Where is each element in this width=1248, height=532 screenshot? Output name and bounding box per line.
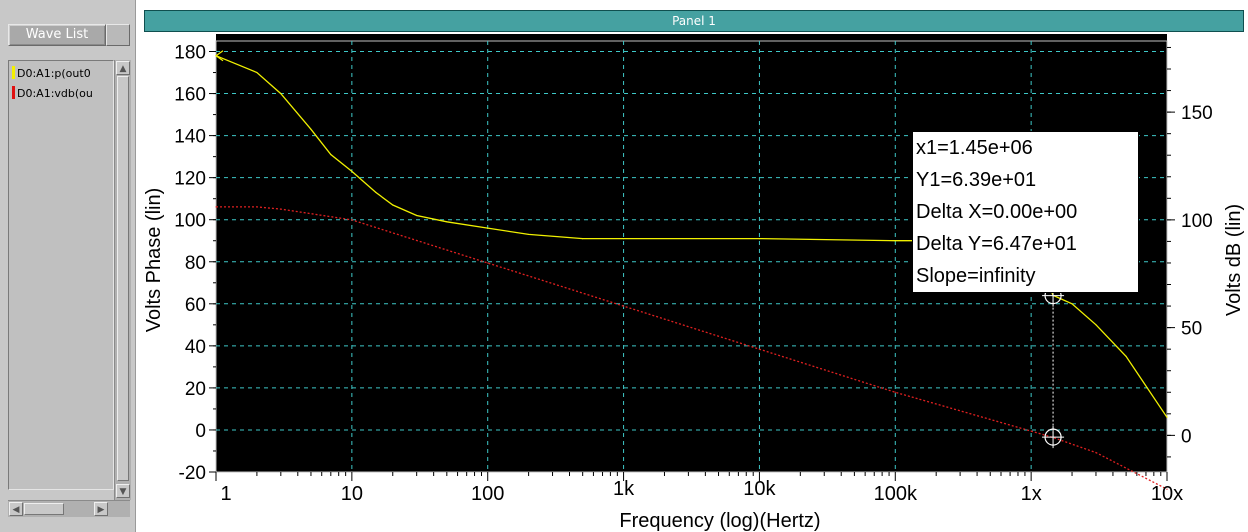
phase-trace-point — [758, 238, 761, 240]
left-tick-label: 180 — [174, 43, 206, 64]
phase-trace-point — [392, 204, 394, 206]
x-tick-label: 1x — [1021, 483, 1042, 505]
wave-list-panel: Wave List D0:A1:p(out0 D0:A1:vdb(ou ▲ ▼ … — [0, 0, 136, 532]
horizontal-scroll-thumb[interactable] — [24, 503, 64, 515]
magnitude-trace-point — [894, 391, 896, 393]
wave-color-swatch — [12, 66, 15, 79]
cursor-x1: x1=1.45e+06 — [916, 137, 1033, 159]
cursor-delta-y: Delta Y=6.47e+01 — [916, 233, 1077, 255]
trace-start-marker — [214, 50, 224, 62]
right-tick-label: 0 — [1181, 426, 1192, 447]
x-tick-label: 10k — [743, 478, 776, 500]
phase-trace-point — [582, 238, 584, 240]
phase-trace-point — [528, 233, 530, 236]
left-axis-label: Volts Phase (lin) — [143, 188, 165, 333]
magnitude-trace-point — [487, 262, 489, 264]
right-tick-label: 100 — [1181, 211, 1213, 232]
wave-list-button[interactable]: Wave List — [8, 24, 106, 46]
vertical-scroll-thumb[interactable] — [117, 76, 129, 481]
left-tick-label: 160 — [174, 85, 206, 106]
cursor-delta-x: Delta X=0.00e+00 — [916, 201, 1078, 223]
wave-item-label: D0:A1:vdb(ou — [17, 87, 93, 100]
left-axis-strip — [142, 34, 216, 532]
x-tick-label: 100k — [874, 483, 918, 505]
phase-trace-point — [256, 71, 258, 74]
scroll-right-icon[interactable]: ▶ — [94, 502, 108, 516]
x-tick-label: 10 — [341, 483, 363, 505]
wave-list: D0:A1:p(out0 D0:A1:vdb(ou — [8, 60, 114, 490]
x-tick-label: 1k — [613, 478, 635, 500]
magnitude-trace-point — [1166, 488, 1168, 490]
left-tick-label: -20 — [179, 463, 206, 484]
right-axis-label: Volts dB (lin) — [1223, 204, 1245, 316]
phase-trace-point — [280, 92, 282, 95]
phase-trace-point — [351, 170, 353, 172]
panel-title: Panel 1 — [672, 14, 716, 28]
cursor-readout[interactable]: x1=1.45e+06 Y1=6.39e+01 Delta X=0.00e+00… — [912, 131, 1139, 293]
left-tick-label: 140 — [174, 127, 206, 148]
scroll-down-icon[interactable]: ▼ — [116, 484, 130, 498]
phase-trace-point — [416, 214, 418, 217]
phase-trace-point — [310, 128, 312, 130]
right-axis-strip — [1167, 34, 1248, 532]
wave-list-button-side[interactable] — [106, 24, 130, 46]
magnitude-trace-point — [256, 206, 258, 208]
wave-list-horizontal-scrollbar[interactable]: ◀ ▶ — [8, 500, 130, 517]
magnitude-trace-point — [1095, 452, 1097, 454]
wave-item-magnitude[interactable]: D0:A1:vdb(ou — [12, 85, 112, 103]
wave-item-phase[interactable]: D0:A1:p(out0 — [12, 65, 112, 83]
magnitude-trace-point — [215, 206, 217, 208]
phase-trace-point — [375, 191, 377, 193]
phase-trace-point — [487, 227, 489, 229]
bottom-axis-strip — [142, 472, 1248, 532]
scroll-up-icon[interactable]: ▲ — [116, 61, 130, 75]
phase-trace-point — [1071, 303, 1073, 305]
phase-trace-point — [1166, 416, 1168, 418]
scroll-left-icon[interactable]: ◀ — [9, 502, 23, 516]
phase-trace-point — [1125, 355, 1127, 357]
phase-trace-point — [894, 240, 896, 242]
wave-color-swatch — [12, 86, 15, 99]
magnitude-trace-point — [1030, 430, 1032, 432]
magnitude-trace-point — [351, 219, 353, 221]
wave-list-vertical-scrollbar[interactable]: ▲ ▼ — [114, 60, 131, 500]
left-tick-label: 40 — [185, 337, 206, 358]
left-tick-label: 100 — [174, 211, 206, 232]
magnitude-trace — [216, 206, 1168, 490]
left-tick-label: 80 — [185, 253, 206, 274]
panel-title-bar[interactable]: Panel 1 — [144, 10, 1244, 32]
left-tick-label: 20 — [185, 379, 206, 400]
x-axis-label: Frequency (log)(Hertz) — [619, 510, 820, 532]
x-tick-label: 1 — [220, 483, 231, 505]
magnitude-trace-point — [758, 348, 761, 350]
cursor-slope: Slope=infinity — [916, 265, 1036, 287]
wave-item-label: D0:A1:p(out0 — [17, 67, 91, 80]
left-tick-label: 0 — [195, 421, 206, 442]
phase-trace-point — [446, 221, 448, 223]
left-tick-label: 60 — [185, 295, 206, 316]
phase-trace-point — [330, 153, 332, 156]
right-tick-label: 150 — [1181, 103, 1213, 124]
magnitude-trace-point — [622, 305, 625, 307]
phase-trace-point — [622, 238, 625, 240]
magnitude-trace-point — [280, 208, 282, 210]
x-tick-label: 10x — [1151, 483, 1183, 505]
cursor-y1: Y1=6.39e+01 — [916, 169, 1037, 191]
left-tick-label: 120 — [174, 169, 206, 190]
x-tick-label: 100 — [471, 483, 504, 505]
right-tick-label: 50 — [1181, 319, 1202, 340]
phase-trace-point — [1095, 324, 1097, 326]
